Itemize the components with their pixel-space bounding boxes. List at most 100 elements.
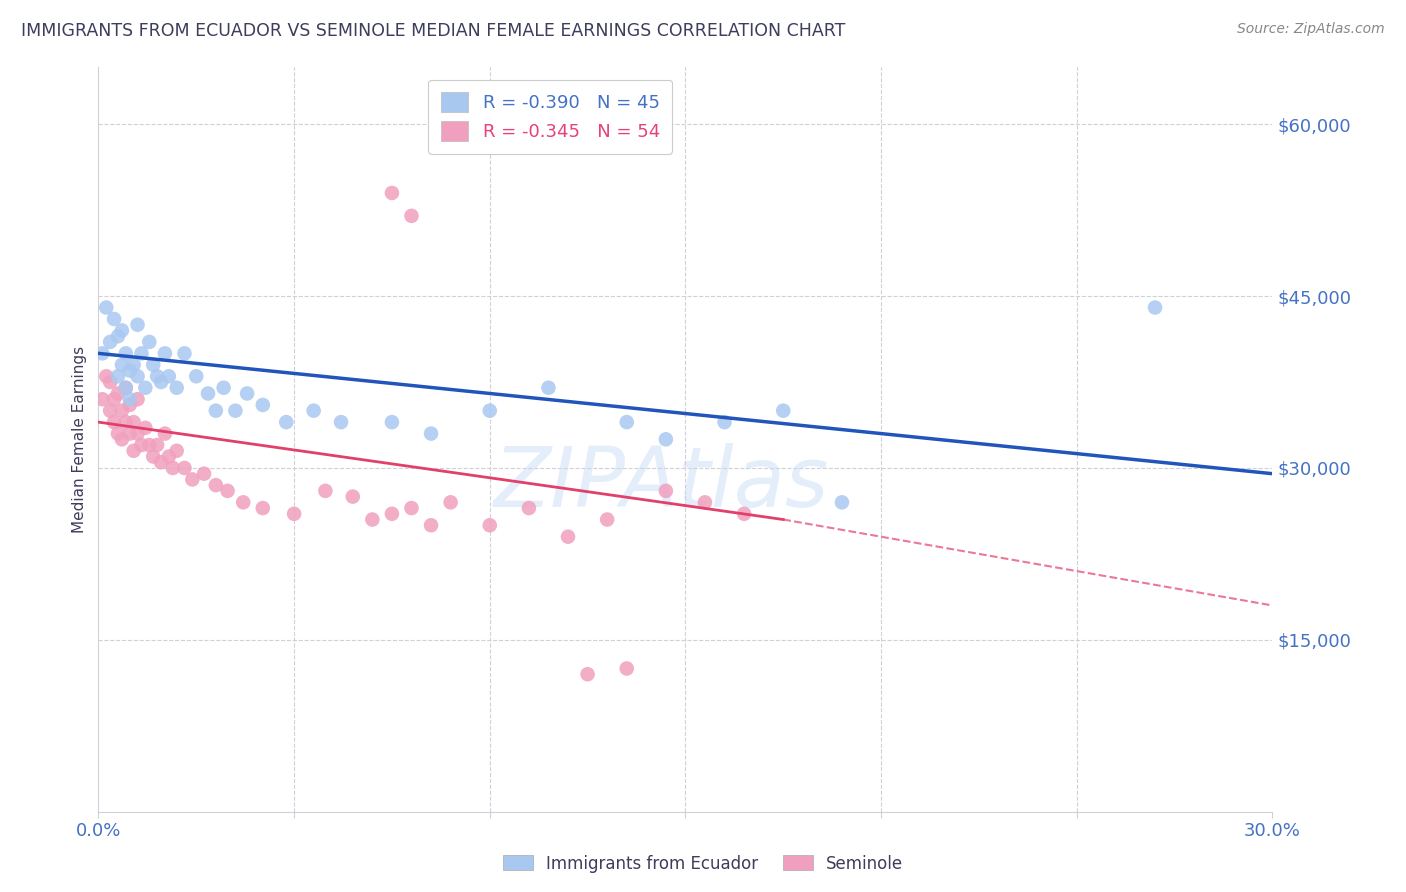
Point <box>131 346 153 360</box>
Point <box>103 312 125 326</box>
Point <box>107 386 129 401</box>
Point <box>107 369 129 384</box>
Point <box>157 369 180 384</box>
Point <box>150 375 173 389</box>
Point <box>157 450 180 464</box>
Point <box>252 501 274 516</box>
Point <box>181 472 204 486</box>
Point <box>236 386 259 401</box>
Point <box>733 507 755 521</box>
Point <box>173 346 195 360</box>
Point <box>111 358 134 372</box>
Point <box>118 426 141 441</box>
Point <box>205 478 228 492</box>
Point <box>91 392 114 407</box>
Point <box>153 346 176 360</box>
Point <box>107 426 129 441</box>
Point <box>107 329 129 343</box>
Point <box>557 530 579 544</box>
Point <box>153 426 176 441</box>
Point <box>162 461 184 475</box>
Point <box>131 438 153 452</box>
Point <box>478 518 501 533</box>
Point <box>134 421 156 435</box>
Point <box>114 381 136 395</box>
Point <box>127 426 149 441</box>
Point <box>111 323 134 337</box>
Point <box>342 490 364 504</box>
Point <box>517 501 540 516</box>
Point <box>127 369 149 384</box>
Text: Source: ZipAtlas.com: Source: ZipAtlas.com <box>1237 22 1385 37</box>
Text: IMMIGRANTS FROM ECUADOR VS SEMINOLE MEDIAN FEMALE EARNINGS CORRELATION CHART: IMMIGRANTS FROM ECUADOR VS SEMINOLE MEDI… <box>21 22 845 40</box>
Point <box>217 483 239 498</box>
Point <box>96 301 118 315</box>
Point <box>118 398 141 412</box>
Point <box>98 375 121 389</box>
Point <box>276 415 298 429</box>
Point <box>197 386 219 401</box>
Point <box>127 392 149 407</box>
Point <box>111 403 134 417</box>
Point <box>713 415 735 429</box>
Point <box>98 403 121 417</box>
Point <box>772 403 794 417</box>
Point <box>302 403 325 417</box>
Point <box>478 403 501 417</box>
Legend: R = -0.390   N = 45, R = -0.345   N = 54: R = -0.390 N = 45, R = -0.345 N = 54 <box>429 79 672 153</box>
Point <box>831 495 853 509</box>
Point <box>122 443 145 458</box>
Point <box>576 667 599 681</box>
Point <box>98 334 121 349</box>
Point <box>111 433 134 447</box>
Point <box>142 450 165 464</box>
Point <box>173 461 195 475</box>
Point <box>1144 301 1167 315</box>
Point <box>401 501 423 516</box>
Point <box>439 495 461 509</box>
Point <box>314 483 336 498</box>
Point <box>114 415 136 429</box>
Point <box>616 415 638 429</box>
Point <box>122 358 145 372</box>
Point <box>381 186 404 200</box>
Point <box>420 426 443 441</box>
Point <box>127 318 149 332</box>
Point <box>134 381 156 395</box>
Point <box>122 415 145 429</box>
Point <box>252 398 274 412</box>
Point <box>146 438 169 452</box>
Point <box>420 518 443 533</box>
Point <box>596 512 619 526</box>
Point <box>537 381 560 395</box>
Point <box>138 438 160 452</box>
Point <box>150 455 173 469</box>
Point <box>330 415 353 429</box>
Point <box>166 381 188 395</box>
Point <box>114 346 136 360</box>
Point <box>232 495 254 509</box>
Point <box>114 381 136 395</box>
Point <box>381 507 404 521</box>
Point <box>103 415 125 429</box>
Legend: Immigrants from Ecuador, Seminole: Immigrants from Ecuador, Seminole <box>496 848 910 880</box>
Point <box>616 661 638 675</box>
Point <box>283 507 305 521</box>
Point <box>186 369 208 384</box>
Point <box>212 381 235 395</box>
Point <box>91 346 114 360</box>
Point <box>103 392 125 407</box>
Point <box>166 443 188 458</box>
Point <box>224 403 246 417</box>
Point <box>96 369 118 384</box>
Point <box>193 467 215 481</box>
Point <box>142 358 165 372</box>
Point <box>205 403 228 417</box>
Point <box>655 433 678 447</box>
Point <box>138 334 160 349</box>
Point <box>401 209 423 223</box>
Point <box>361 512 384 526</box>
Point <box>655 483 678 498</box>
Y-axis label: Median Female Earnings: Median Female Earnings <box>72 346 87 533</box>
Text: ZIPAtlas: ZIPAtlas <box>495 443 830 524</box>
